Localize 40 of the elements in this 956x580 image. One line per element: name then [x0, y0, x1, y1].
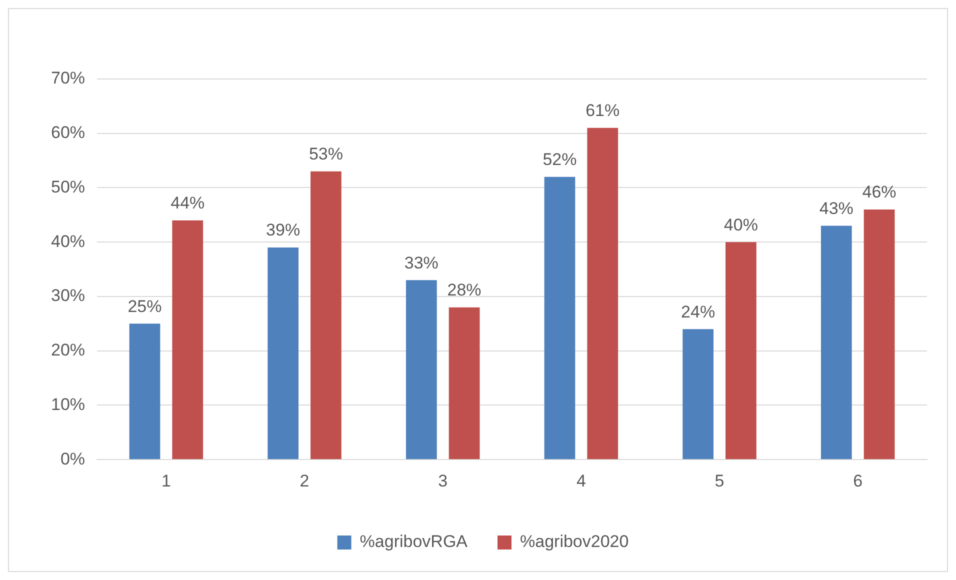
data-label: 46% [862, 182, 896, 202]
data-label: 25% [128, 296, 162, 316]
bar [129, 324, 160, 460]
bar [448, 307, 480, 460]
data-label: 44% [170, 194, 205, 213]
x-tick-label: 1 [161, 471, 171, 490]
data-label: 61% [586, 101, 620, 120]
x-tick-label: 2 [300, 471, 310, 490]
y-tick-label: 60% [50, 123, 86, 142]
bar [406, 280, 437, 460]
data-label: 53% [308, 144, 343, 164]
bar [544, 176, 576, 460]
data-label: 43% [819, 198, 854, 218]
bar [172, 220, 204, 460]
legend-label: %agribovRGA [360, 532, 468, 552]
legend-label: %agribov2020 [520, 532, 629, 552]
data-label: 33% [404, 253, 438, 272]
data-label: 40% [724, 215, 758, 234]
y-tick-label: 20% [50, 340, 86, 360]
bar [587, 128, 618, 460]
bar [864, 209, 895, 460]
data-label: 39% [266, 220, 300, 240]
bar [820, 226, 852, 460]
bar [682, 329, 714, 460]
data-label: 28% [447, 280, 482, 300]
x-tick-label: 6 [853, 471, 863, 490]
data-label: 24% [681, 302, 716, 322]
x-tick-label: 3 [438, 471, 448, 490]
y-tick-label: 30% [50, 286, 86, 306]
y-tick-label: 40% [50, 232, 86, 251]
bar [726, 242, 756, 460]
y-tick-label: 10% [50, 394, 86, 414]
x-tick-label: 4 [576, 471, 586, 490]
bar [268, 248, 299, 460]
bar [310, 171, 342, 460]
y-tick-label: 0% [60, 449, 86, 468]
data-label: 52% [542, 150, 577, 170]
y-tick-label: 50% [50, 177, 86, 196]
y-tick-label: 70% [50, 68, 86, 88]
x-tick-label: 5 [714, 471, 724, 490]
